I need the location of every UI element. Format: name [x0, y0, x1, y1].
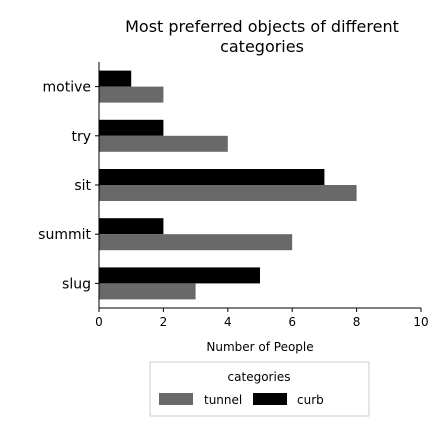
y-axis: slug summit sit try motive: [38, 62, 100, 308]
legend-title: categories: [228, 370, 291, 384]
y-tick-label-summit: summit: [38, 227, 91, 243]
legend-frame: [149, 361, 370, 417]
legend-swatch-curb: [253, 393, 287, 405]
bar-tunnel-motive: [99, 86, 164, 103]
legend-label-tunnel: tunnel: [204, 393, 242, 407]
x-tick-label-2: 2: [160, 315, 168, 329]
bar-curb-sit: [99, 169, 325, 185]
bar-tunnel-try: [99, 135, 228, 152]
bar-tunnel-sit: [99, 185, 357, 201]
bar-curb-summit: [99, 218, 164, 235]
x-axis: 0 2 4 6 8 10: [95, 307, 429, 329]
y-tick-label-motive: motive: [43, 80, 91, 96]
bars-group: [99, 70, 357, 300]
x-axis-label: Number of People: [206, 340, 313, 354]
x-tick-label-0: 0: [95, 315, 103, 329]
chart-title-line-1: Most preferred objects of different: [125, 17, 399, 36]
x-tick-label-6: 6: [288, 315, 296, 329]
x-tick-label-10: 10: [413, 315, 428, 329]
y-tick-label-try: try: [71, 129, 91, 145]
bar-curb-try: [99, 119, 164, 136]
y-tick-label-sit: sit: [74, 178, 91, 194]
bar-curb-slug: [99, 267, 260, 284]
x-tick-label-4: 4: [224, 315, 232, 329]
legend-label-curb: curb: [297, 393, 324, 407]
bar-tunnel-slug: [99, 283, 196, 300]
bar-tunnel-summit: [99, 234, 293, 251]
legend: categories tunnel curb: [149, 361, 370, 417]
legend-swatch-tunnel: [159, 393, 193, 405]
chart-title-line-2: categories: [220, 37, 304, 56]
x-tick-label-8: 8: [353, 315, 361, 329]
y-tick-label-slug: slug: [62, 276, 91, 292]
bar-curb-motive: [99, 70, 132, 87]
